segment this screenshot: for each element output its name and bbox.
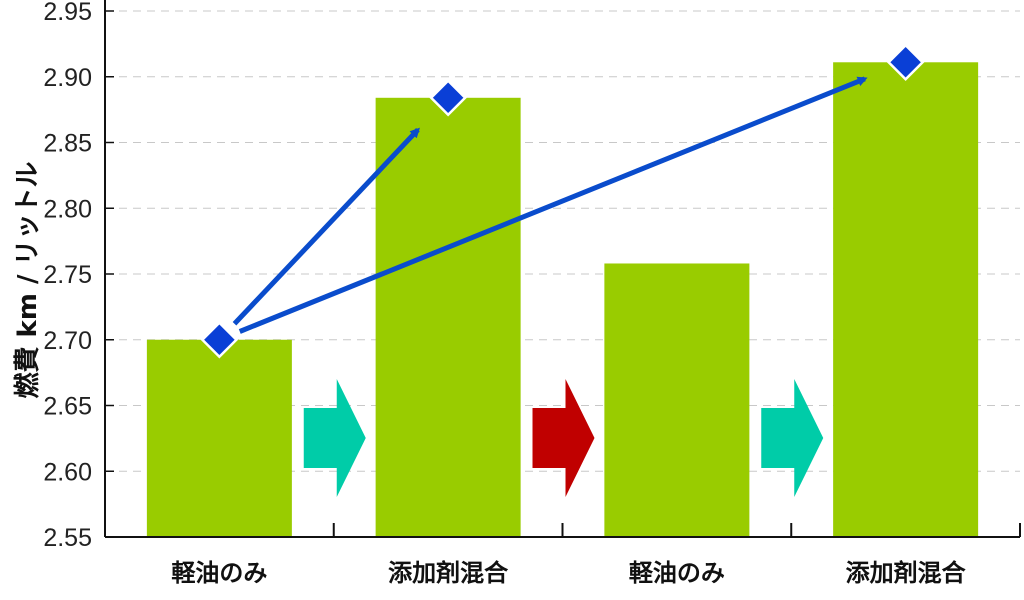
x-tick-label: 添加剤混合 [846, 559, 967, 587]
arrows [232, 76, 868, 334]
markers [200, 43, 925, 359]
y-tick-label: 2.65 [43, 393, 92, 421]
x-tick-label: 添加剤混合 [388, 559, 509, 587]
chevron-arrow-icon [761, 379, 824, 497]
chevron-arrow-icon [532, 379, 595, 497]
y-tick-label: 2.85 [43, 130, 92, 158]
y-tick-label: 2.90 [43, 64, 92, 92]
y-tick-label: 2.70 [43, 327, 92, 355]
bars [146, 62, 979, 537]
y-tick-label: 2.80 [43, 195, 92, 223]
y-tick-label: 2.60 [43, 458, 92, 486]
chevron-arrow-icon [303, 379, 366, 497]
diamond-marker-icon [429, 79, 467, 117]
bar [833, 62, 979, 537]
trend-arrow [238, 76, 868, 334]
x-tick-label: 軽油のみ [171, 559, 267, 587]
y-tick-label: 2.75 [43, 261, 92, 289]
x-tick-label: 軽油のみ [629, 559, 725, 587]
x-axis-ticks: 軽油のみ 添加剤混合 軽油のみ 添加剤混合 [171, 559, 966, 587]
y-axis-ticks: 2.55 2.60 2.65 2.70 2.75 2.80 2.85 2.90 2.95 [43, 0, 92, 552]
axes [104, 0, 1021, 538]
bar [604, 263, 750, 537]
y-axis-label: 燃費 km / リットル [13, 161, 43, 398]
bar [146, 339, 292, 537]
y-tick-label: 2.95 [43, 0, 92, 26]
diamond-marker-icon [200, 320, 239, 359]
y-tick-label: 2.55 [43, 524, 92, 552]
diamond-marker-icon [886, 43, 925, 82]
trend-arrow [232, 127, 420, 326]
chevrons [303, 379, 824, 497]
bar [375, 97, 521, 537]
